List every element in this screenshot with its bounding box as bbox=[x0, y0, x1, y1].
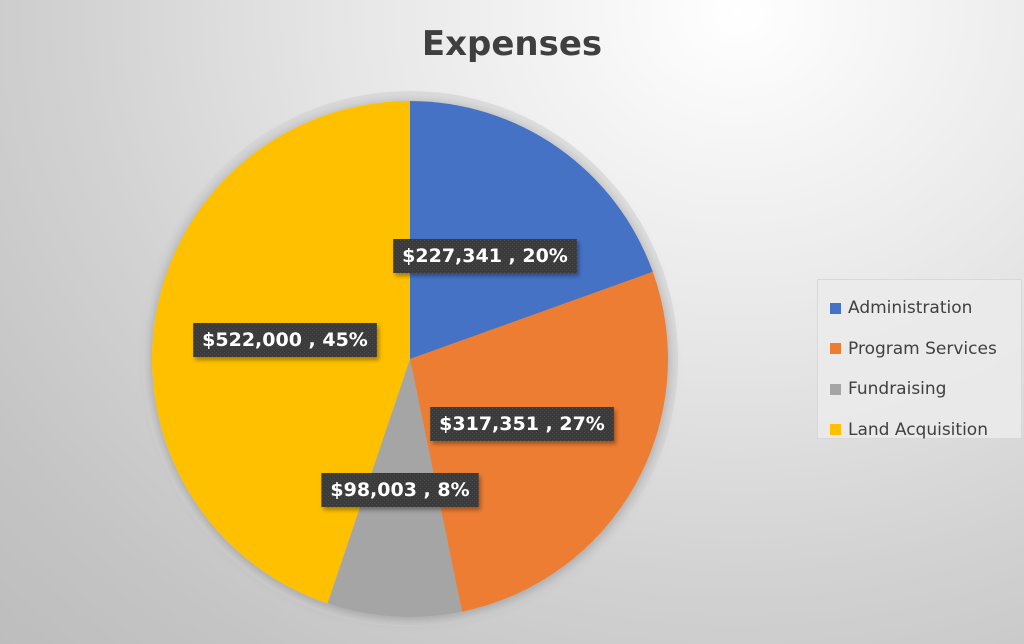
chart-title: Expenses bbox=[421, 24, 603, 64]
legend-label: Land Acquisition bbox=[848, 419, 988, 440]
data-label-box bbox=[193, 323, 377, 357]
legend-swatch bbox=[830, 424, 841, 436]
data-label-text: $98,003 , 8% bbox=[330, 479, 469, 501]
data-label-program-services: $317,351 , 27% bbox=[430, 407, 614, 441]
legend: Administration Program Services Fundrais… bbox=[817, 279, 1022, 440]
data-label-fundraising: $98,003 , 8% bbox=[321, 473, 479, 507]
pie-slice-program-services bbox=[410, 271, 668, 612]
data-label-text: $522,000 , 45% bbox=[202, 329, 368, 351]
data-label-box bbox=[393, 239, 577, 273]
legend-item-program-services: Program Services bbox=[818, 329, 1021, 370]
legend-label: Fundraising bbox=[848, 379, 947, 400]
legend-item-fundraising: Fundraising bbox=[818, 369, 1021, 410]
data-label-box bbox=[321, 473, 479, 507]
data-label-text: $317,351 , 27% bbox=[439, 413, 605, 435]
legend-item-land-acquisition: Land Acquisition bbox=[818, 410, 1021, 451]
legend-item-administration: Administration bbox=[818, 288, 1021, 329]
legend-label: Administration bbox=[848, 298, 973, 319]
legend-label: Program Services bbox=[848, 338, 997, 359]
legend-swatch bbox=[830, 383, 841, 395]
data-label-text: $227,341 , 20% bbox=[402, 245, 568, 267]
legend-swatch bbox=[830, 343, 841, 355]
legend-swatch bbox=[830, 302, 841, 314]
data-label-land-acquisition: $522,000 , 45% bbox=[193, 323, 377, 357]
data-label-box bbox=[430, 407, 614, 441]
pie-slice-administration bbox=[410, 101, 653, 359]
data-label-administration: $227,341 , 20% bbox=[393, 239, 577, 273]
